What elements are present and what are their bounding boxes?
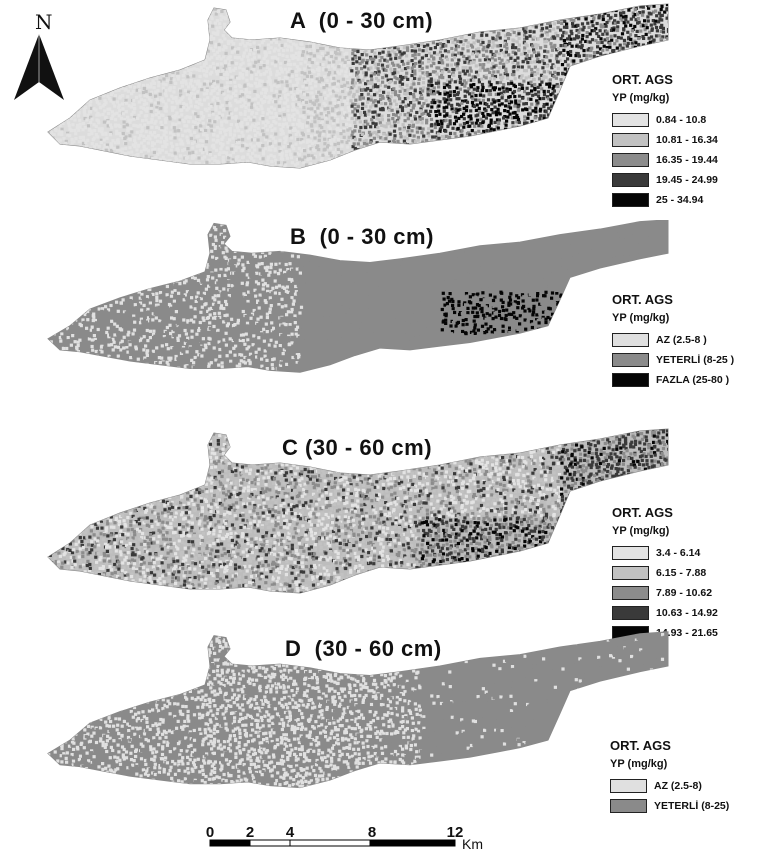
scale-tick-8: 8 — [368, 824, 376, 841]
legend-label: 7.89 - 10.62 — [656, 587, 712, 599]
legend-item: 0.84 - 10.8 — [612, 110, 718, 130]
legend-title: ORT. AGS — [610, 738, 729, 753]
scale-tick-12: 12 — [447, 824, 464, 841]
legend-d: ORT. AGS YP (mg/kg) AZ (2.5-8) YETERLİ (8… — [610, 738, 729, 816]
panel-title-c: C (30 - 60 cm) — [282, 435, 432, 461]
legend-swatch — [612, 546, 649, 560]
map-a — [47, 3, 669, 169]
legend-label: YETERLİ (8-25) — [654, 800, 729, 812]
scale-bar — [209, 839, 456, 847]
legend-swatch — [612, 133, 649, 147]
legend-item: 25 - 34.94 — [612, 190, 718, 210]
legend-title: ORT. AGS — [612, 505, 718, 520]
legend-label: 6.15 - 7.88 — [656, 567, 706, 579]
map-b — [47, 220, 669, 373]
scale-tick-2: 2 — [246, 824, 254, 841]
scale-unit: Km — [462, 836, 483, 852]
legend-swatch — [610, 799, 647, 813]
north-arrow: N — [8, 4, 70, 104]
legend-swatch — [612, 193, 649, 207]
legend-label: FAZLA (25-80 ) — [656, 374, 729, 386]
legend-title: ORT. AGS — [612, 72, 718, 87]
legend-title: ORT. AGS — [612, 292, 734, 307]
legend-item: 19.45 - 24.99 — [612, 170, 718, 190]
scale-tick-4: 4 — [286, 824, 294, 841]
legend-label: YETERLİ (8-25 ) — [656, 354, 734, 366]
legend-label: 16.35 - 19.44 — [656, 154, 718, 166]
map-panel-b: B (0 - 30 cm) ORT. AGS YP (mg/kg) AZ (2.… — [0, 220, 761, 420]
map-panel-d: D (30 - 60 cm) ORT. AGS YP (mg/kg) AZ (2… — [0, 630, 761, 820]
legend-item: AZ (2.5-8) — [610, 776, 729, 796]
map-d — [47, 631, 669, 789]
legend-unit: YP (mg/kg) — [612, 525, 718, 537]
legend-swatch — [612, 153, 649, 167]
legend-item: 10.81 - 16.34 — [612, 130, 718, 150]
legend-b: ORT. AGS YP (mg/kg) AZ (2.5-8 ) YETERLİ (… — [612, 292, 734, 390]
north-label: N — [35, 10, 53, 34]
legend-swatch — [612, 606, 649, 620]
legend-label: 14.93 - 21.65 — [656, 627, 718, 639]
north-arrow-icon — [14, 34, 64, 100]
legend-label: 25 - 34.94 — [656, 194, 703, 206]
legend-a: ORT. AGS YP (mg/kg) 0.84 - 10.8 10.81 - 1… — [612, 72, 718, 210]
legend-item: YETERLİ (8-25) — [610, 796, 729, 816]
legend-label: 0.84 - 10.8 — [656, 114, 706, 126]
legend-label: AZ (2.5-8 ) — [656, 334, 707, 346]
legend-item: 16.35 - 19.44 — [612, 150, 718, 170]
panel-title-d: D (30 - 60 cm) — [285, 636, 442, 662]
legend-label: 19.45 - 24.99 — [656, 174, 718, 186]
legend-label: AZ (2.5-8) — [654, 780, 702, 792]
legend-item: YETERLİ (8-25 ) — [612, 350, 734, 370]
legend-unit: YP (mg/kg) — [610, 758, 729, 770]
legend-swatch — [612, 353, 649, 367]
legend-swatch — [612, 113, 649, 127]
legend-item: 6.15 - 7.88 — [612, 563, 718, 583]
legend-unit: YP (mg/kg) — [612, 92, 718, 104]
legend-label: 3.4 - 6.14 — [656, 547, 700, 559]
map-panel-a: A (0 - 30 cm) ORT. AGS YP (mg/kg) 0.84 -… — [0, 0, 761, 215]
legend-swatch — [612, 373, 649, 387]
panel-title-b: B (0 - 30 cm) — [290, 224, 434, 250]
legend-label: 10.81 - 16.34 — [656, 134, 718, 146]
legend-c: ORT. AGS YP (mg/kg) 3.4 - 6.14 6.15 - 7.8… — [612, 505, 718, 643]
map-panel-c: C (30 - 60 cm) ORT. AGS YP (mg/kg) 3.4 -… — [0, 425, 761, 640]
legend-item: 3.4 - 6.14 — [612, 543, 718, 563]
panel-title-a: A (0 - 30 cm) — [290, 8, 433, 34]
legend-swatch — [612, 173, 649, 187]
legend-item: 7.89 - 10.62 — [612, 583, 718, 603]
legend-unit: YP (mg/kg) — [612, 312, 734, 324]
legend-item: AZ (2.5-8 ) — [612, 330, 734, 350]
legend-item: FAZLA (25-80 ) — [612, 370, 734, 390]
legend-label: 10.63 - 14.92 — [656, 607, 718, 619]
legend-swatch — [612, 586, 649, 600]
scale-tick-0: 0 — [206, 824, 214, 841]
legend-swatch — [612, 333, 649, 347]
legend-swatch — [610, 779, 647, 793]
legend-swatch — [612, 566, 649, 580]
legend-item: 10.63 - 14.92 — [612, 603, 718, 623]
